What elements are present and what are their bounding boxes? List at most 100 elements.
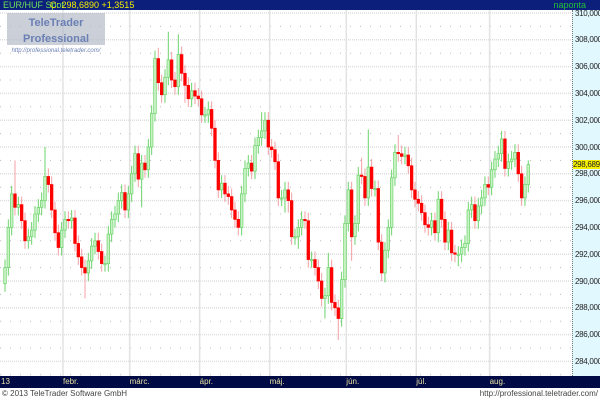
candle bbox=[373, 180, 377, 197]
candle-body bbox=[156, 58, 160, 84]
candle-body bbox=[519, 173, 524, 199]
candle-body bbox=[369, 166, 374, 189]
candle bbox=[443, 211, 447, 251]
candle-body bbox=[449, 229, 454, 254]
candle bbox=[499, 130, 504, 162]
candle bbox=[346, 181, 350, 232]
candle-body bbox=[196, 95, 200, 100]
candle-body bbox=[463, 243, 467, 248]
price-tick-label: 300,0000 bbox=[575, 142, 600, 152]
candle-body bbox=[23, 220, 27, 242]
candle-body bbox=[173, 79, 177, 88]
price-tick-label: 310,0000 bbox=[575, 8, 600, 18]
candle-body bbox=[50, 184, 54, 211]
candle bbox=[209, 101, 214, 137]
candle-body bbox=[133, 153, 137, 175]
candle bbox=[16, 196, 20, 216]
candle bbox=[449, 222, 454, 261]
candle bbox=[503, 130, 507, 177]
candle bbox=[436, 191, 440, 243]
candle-body bbox=[323, 295, 327, 299]
candle bbox=[30, 222, 34, 245]
candle bbox=[509, 151, 514, 170]
candle bbox=[423, 204, 427, 233]
price-tick-label: 292,0000 bbox=[575, 249, 600, 259]
candle-body bbox=[166, 59, 170, 78]
candle-body bbox=[389, 177, 394, 228]
footer-link[interactable]: http://professional.teletrader.com/ bbox=[479, 389, 598, 398]
candle-body bbox=[383, 249, 387, 274]
candle-body bbox=[486, 184, 490, 188]
candle bbox=[369, 159, 374, 197]
candle-body bbox=[186, 85, 190, 100]
candle bbox=[136, 145, 140, 188]
candle bbox=[140, 155, 144, 208]
candle-body bbox=[176, 54, 180, 88]
candle-body bbox=[319, 280, 324, 299]
candle-body bbox=[46, 176, 50, 185]
candle-body bbox=[333, 302, 337, 309]
candle-body bbox=[513, 152, 517, 160]
candle-body bbox=[306, 220, 310, 260]
candle-body bbox=[406, 154, 410, 167]
candle-body bbox=[473, 204, 477, 222]
candle-body bbox=[189, 90, 194, 100]
candle-body bbox=[93, 240, 97, 247]
candle-body bbox=[313, 259, 317, 268]
candles bbox=[3, 31, 530, 340]
candle bbox=[309, 251, 314, 268]
candle-body bbox=[269, 146, 274, 151]
candle bbox=[456, 246, 460, 267]
candle-body bbox=[26, 236, 30, 242]
candle bbox=[473, 196, 477, 229]
candle bbox=[453, 244, 457, 263]
candle bbox=[336, 299, 340, 340]
candle bbox=[493, 151, 497, 178]
candle bbox=[413, 181, 417, 208]
candle-body bbox=[403, 154, 407, 157]
candle bbox=[189, 82, 194, 107]
candle bbox=[193, 82, 197, 105]
price-tick-label: 286,0000 bbox=[575, 330, 600, 340]
candle bbox=[219, 175, 224, 198]
candle bbox=[296, 219, 300, 249]
candle bbox=[93, 232, 97, 255]
candle-body bbox=[433, 220, 437, 234]
candle bbox=[313, 251, 317, 276]
candle bbox=[446, 222, 450, 251]
candle-body bbox=[193, 90, 197, 97]
candle bbox=[236, 211, 240, 236]
candle-body bbox=[409, 165, 414, 191]
candle-body bbox=[160, 82, 164, 96]
candle bbox=[519, 165, 524, 206]
candle bbox=[376, 180, 380, 251]
time-tick-label: márc. bbox=[129, 377, 150, 386]
candle-body bbox=[40, 200, 44, 208]
candle-body bbox=[499, 138, 504, 155]
candle-body bbox=[326, 267, 330, 297]
candle-body bbox=[329, 267, 334, 303]
candle bbox=[306, 212, 310, 268]
candle-body bbox=[373, 188, 377, 191]
candle-body bbox=[503, 138, 507, 169]
period-selector[interactable]: naponta bbox=[553, 0, 586, 10]
candle bbox=[506, 153, 510, 177]
candle bbox=[359, 157, 364, 185]
candle-body bbox=[523, 184, 527, 199]
candle bbox=[176, 34, 180, 95]
candle bbox=[133, 145, 137, 182]
time-axis[interactable]: 13 febr. márc. ápr. máj. jún. júl. aug. bbox=[0, 376, 600, 388]
candle-body bbox=[446, 229, 450, 243]
price-tick-label: 284,0000 bbox=[575, 356, 600, 366]
candle bbox=[439, 191, 444, 228]
candle-body bbox=[429, 220, 434, 228]
candle-body bbox=[170, 59, 174, 81]
candle bbox=[196, 88, 200, 107]
price-axis[interactable]: 298,6890 310,0000 308,0000 306,0000 304,000… bbox=[572, 8, 600, 376]
candle bbox=[203, 106, 207, 123]
candle-body bbox=[359, 174, 364, 177]
candle-body bbox=[416, 198, 420, 204]
candlestick-chart[interactable] bbox=[0, 10, 572, 376]
last-price-label: 298,6890 bbox=[573, 160, 600, 170]
candle bbox=[13, 160, 17, 216]
